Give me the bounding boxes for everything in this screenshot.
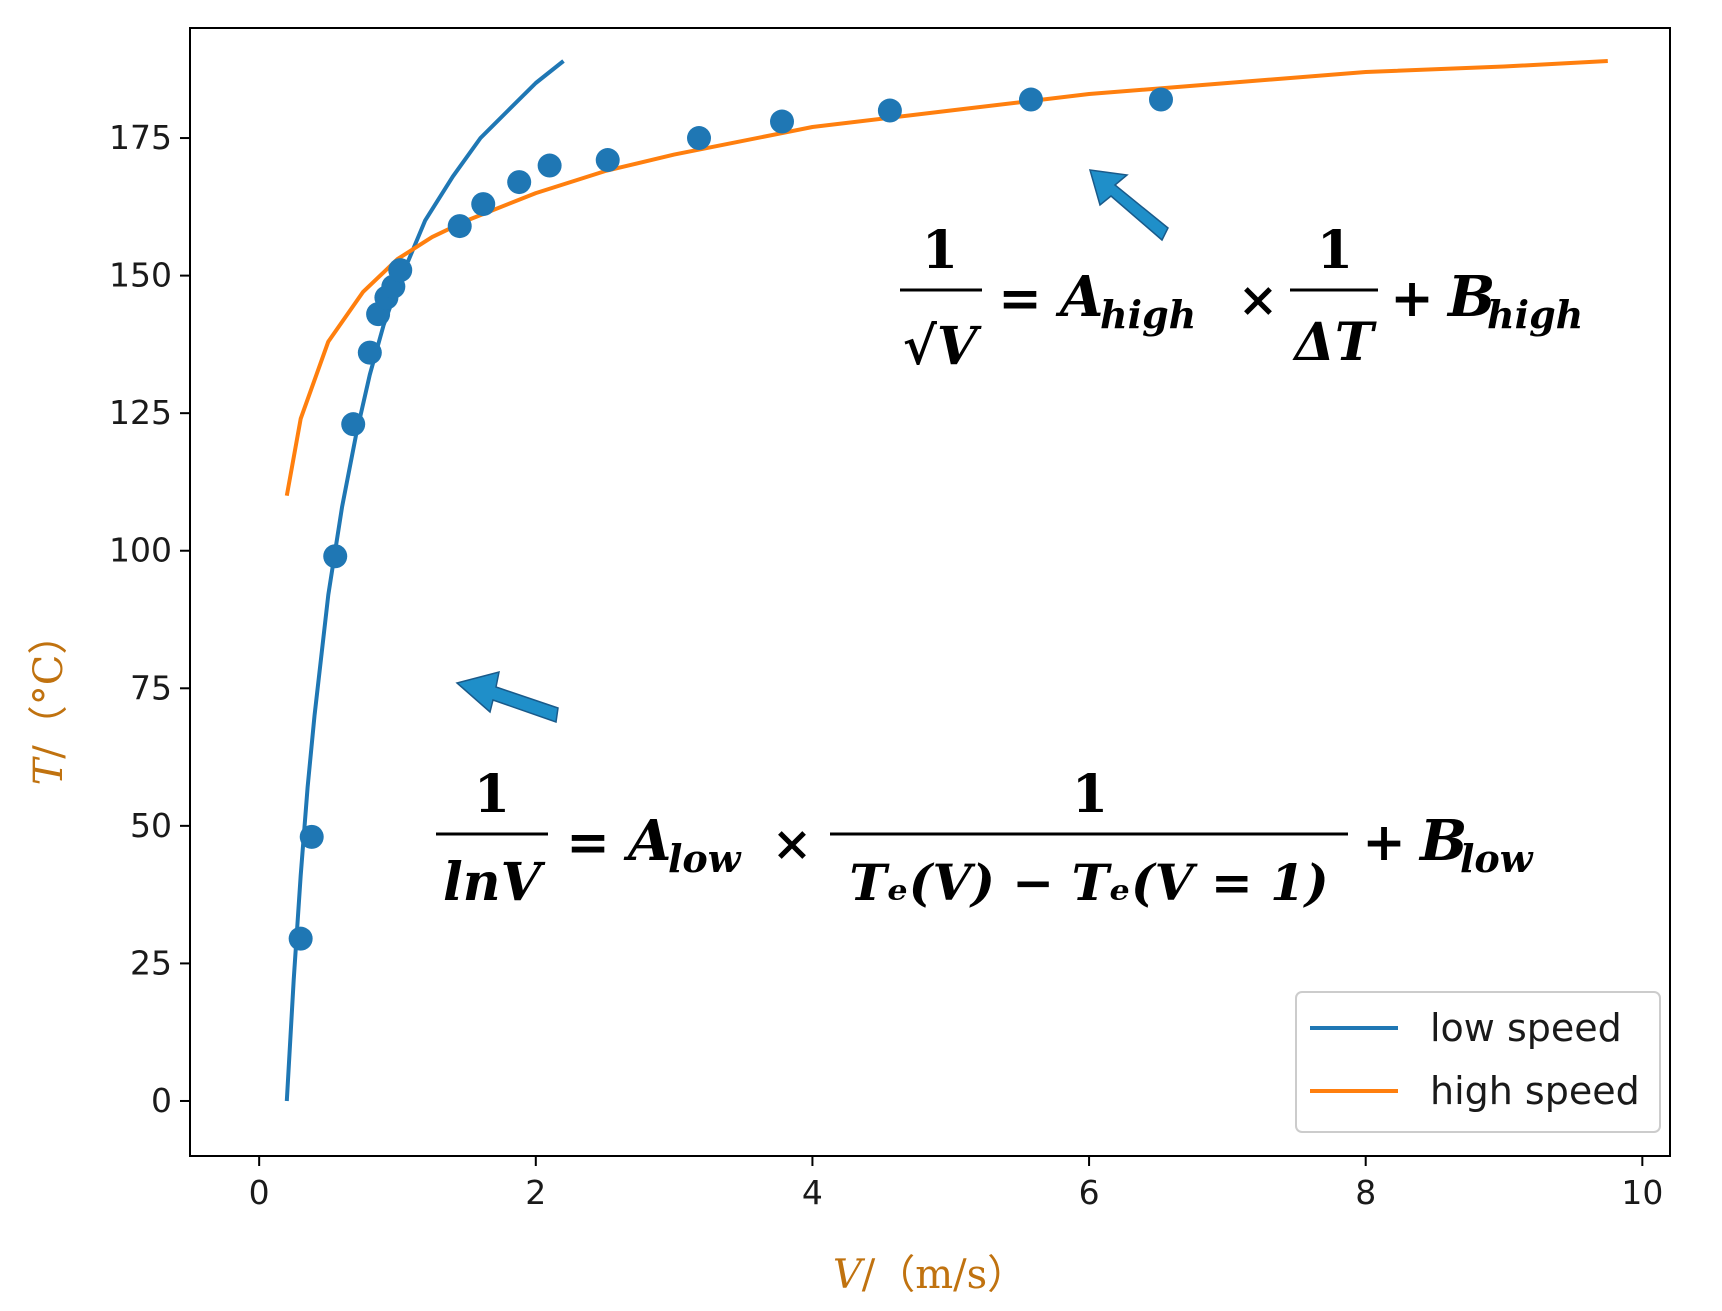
legend: low speed high speed — [1295, 991, 1661, 1133]
data-point — [471, 192, 496, 217]
points-layer — [288, 87, 1173, 951]
y-axis-unit: /（°C） — [26, 615, 72, 759]
eq-low-lhs-num: 1 — [474, 764, 510, 825]
legend-label-low: low speed — [1430, 1006, 1622, 1050]
data-point — [447, 214, 472, 239]
data-point — [595, 148, 620, 173]
series-line-low-speed — [284, 59, 565, 1102]
eq-low-equals: = — [566, 812, 610, 873]
eq-low-b: B — [1418, 808, 1467, 874]
eq-high-plus: + — [1390, 268, 1434, 329]
y-tick-label: 75 — [130, 668, 172, 707]
data-point — [341, 412, 366, 437]
x-axis-ticks: 0 2 4 6 8 10 — [249, 1156, 1663, 1212]
y-tick-label: 125 — [109, 393, 172, 432]
eq-high-rhs-num: 1 — [1317, 220, 1353, 281]
eq-high-b-sub: high — [1487, 292, 1583, 337]
eq-low-times: × — [772, 816, 812, 872]
data-point — [877, 98, 902, 123]
data-point — [537, 153, 562, 178]
equation-high: 1 √V = A high × 1 ΔT + B high — [900, 220, 1583, 377]
data-point — [323, 544, 348, 569]
arrow-low — [455, 670, 559, 724]
x-tick-label: 0 — [249, 1173, 270, 1212]
y-axis-label: T/（°C） — [26, 615, 72, 786]
data-point — [1148, 87, 1173, 112]
eq-high-a: A — [1055, 264, 1103, 330]
plot-frame — [189, 27, 1671, 1157]
eq-low-a-sub: low — [668, 836, 742, 881]
x-tick-label: 6 — [1079, 1173, 1100, 1212]
x-tick-label: 10 — [1621, 1173, 1663, 1212]
x-axis-unit: /（m/s） — [862, 1252, 1027, 1298]
eq-high-b: B — [1446, 264, 1495, 330]
y-tick-label: 0 — [151, 1081, 172, 1120]
x-tick-label: 8 — [1355, 1173, 1376, 1212]
eq-high-times: × — [1238, 272, 1278, 328]
eq-high-equals: = — [998, 268, 1042, 329]
equation-low: 1 lnV = A low × 1 Tₑ(V) − Tₑ(V = 1) + B … — [436, 764, 1534, 913]
eq-low-b-sub: low — [1460, 836, 1534, 881]
y-axis-symbol: T — [26, 755, 72, 785]
eq-low-rhs-num: 1 — [1072, 764, 1108, 825]
y-tick-label: 50 — [130, 806, 172, 845]
data-point — [299, 824, 324, 849]
y-tick-label: 175 — [109, 118, 172, 157]
x-axis-symbol: V — [833, 1252, 866, 1298]
data-point — [770, 109, 794, 134]
y-tick-label: 25 — [130, 943, 172, 982]
data-point — [687, 126, 712, 151]
eq-low-plus: + — [1362, 812, 1406, 873]
x-tick-label: 4 — [802, 1173, 823, 1212]
x-axis-label: V/（m/s） — [833, 1252, 1027, 1298]
eq-high-lhs-den: √V — [903, 316, 982, 377]
eq-low-rhs-den: Tₑ(V) − Tₑ(V = 1) — [849, 853, 1328, 912]
eq-low-a: A — [623, 808, 671, 874]
eq-low-lhs-den: lnV — [443, 852, 546, 913]
arrow-high — [1088, 169, 1169, 242]
plot-area — [189, 27, 1671, 1157]
y-tick-label: 100 — [109, 531, 172, 570]
data-point — [288, 926, 313, 951]
eq-high-rhs-den: ΔT — [1291, 312, 1376, 373]
data-point — [1018, 87, 1043, 112]
x-tick-label: 2 — [525, 1173, 546, 1212]
data-point — [357, 340, 382, 365]
data-point — [507, 170, 532, 195]
eq-high-a-sub: high — [1100, 292, 1196, 337]
data-point — [388, 258, 413, 283]
legend-label-high: high speed — [1430, 1069, 1640, 1113]
eq-high-lhs-num: 1 — [922, 220, 958, 281]
y-tick-label: 150 — [109, 256, 172, 295]
y-axis-ticks: 0 25 50 75 100 125 150 175 — [109, 118, 190, 1120]
